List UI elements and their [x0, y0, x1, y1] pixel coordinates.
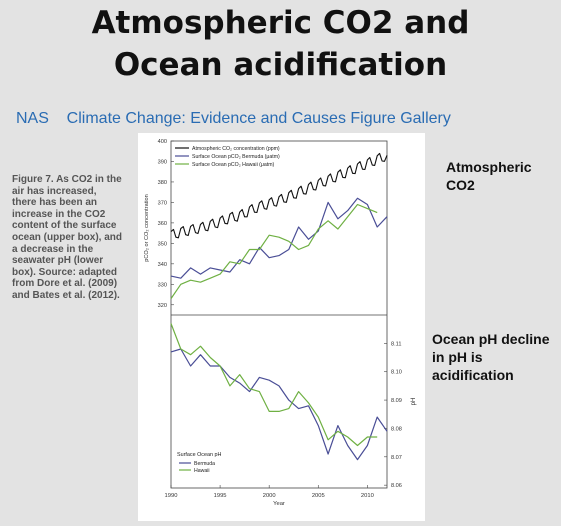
- top-y-tick-label: 340: [158, 262, 167, 268]
- x-tick-label: 1995: [214, 493, 227, 499]
- series-hawaii-ph-line: [170, 323, 378, 447]
- chart-panel: 320 330 340 350 360 370 380 390 400 pCO₂ or CO₂ c…: [138, 133, 425, 521]
- bottom-legend-label: Bermuda: [194, 461, 215, 467]
- top-y-tick-label: 390: [158, 159, 167, 165]
- top-legend-label: Surface Ocean pCO₂ Bermuda (μatm): [192, 154, 280, 160]
- slide-title-line-2: Ocean acidification: [113, 47, 448, 83]
- top-y-tick-label: 400: [158, 139, 167, 145]
- top-legend-label: Atmospheric CO₂ concentration (ppm): [192, 146, 280, 152]
- x-tick-label: 1990: [165, 493, 178, 499]
- x-tick-label: 2000: [263, 493, 276, 499]
- bottom-y-tick-label: 8.08: [391, 426, 402, 432]
- top-y-tick-label: 370: [158, 200, 167, 206]
- side-label-atmospheric-co2: Atmospheric CO2: [446, 159, 532, 193]
- plot-frame: [170, 140, 388, 489]
- top-y-tick-label: 360: [158, 221, 167, 227]
- top-y-axis-label: pCO₂ or CO₂ concentration: [144, 194, 150, 261]
- top-y-tick-label: 320: [158, 303, 167, 309]
- bottom-legend-label: Hawaii: [194, 468, 210, 474]
- slide-title-line-1: Atmospheric CO2 and: [91, 5, 470, 41]
- bottom-y-axis-label: pH: [411, 398, 417, 406]
- top-y-tick-label: 330: [158, 282, 167, 288]
- co2-ph-chart: 320 330 340 350 360 370 380 390 400 pCO₂ or CO₂ c…: [144, 139, 417, 507]
- x-tick-label: 2010: [361, 493, 374, 499]
- series-atmospheric-co2-line: [170, 152, 388, 239]
- bottom-legend-title: Surface Ocean pH: [177, 452, 221, 458]
- bottom-y-tick-label: 8.06: [391, 483, 402, 489]
- bottom-y-tick-label: 8.10: [391, 370, 402, 376]
- top-y-tick-label: 380: [158, 180, 167, 186]
- top-y-tick-label: 350: [158, 241, 167, 247]
- x-tick-label: 2005: [312, 493, 325, 499]
- series-bermuda-ph-line: [170, 348, 388, 461]
- series-hawaii-pco2-line: [170, 203, 378, 299]
- side-label-ocean-ph: Ocean pH decline in pH is acidification: [432, 331, 550, 383]
- bottom-y-tick-label: 8.07: [391, 455, 402, 461]
- bottom-y-tick-label: 8.11: [391, 341, 401, 347]
- series-bermuda-pco2-line: [170, 197, 388, 279]
- slide-subtitle: NAS Climate Change: Evidence and Causes …: [16, 110, 451, 127]
- x-axis-label: Year: [273, 501, 285, 507]
- bottom-y-tick-label: 8.09: [391, 398, 402, 404]
- figure-caption: Figure 7. As CO2 in the air has increase…: [12, 174, 123, 301]
- top-legend-label: Surface Ocean pCO₂ Hawaii (μatm): [192, 162, 275, 168]
